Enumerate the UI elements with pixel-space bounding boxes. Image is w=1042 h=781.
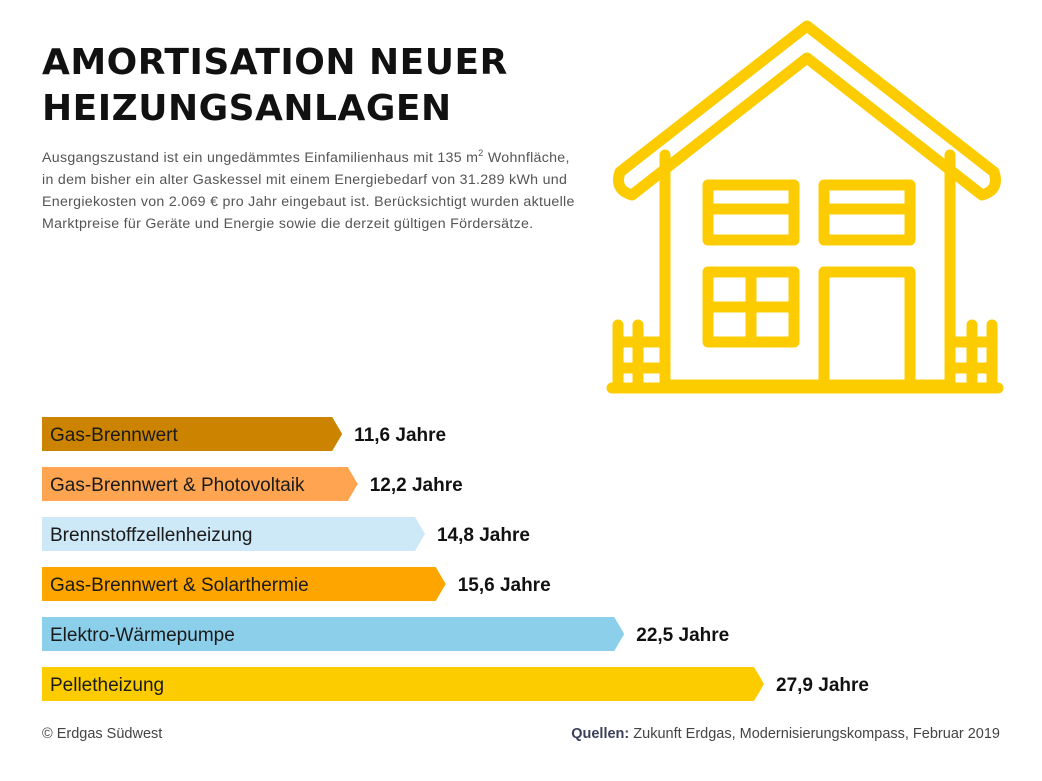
superscript-2: 2 [478,148,484,158]
sources-label: Quellen: [571,726,630,742]
title-line-1: AMORTISATION NEUER [42,42,508,83]
bar-value-3: 14,8 Jahre [437,525,530,546]
bar-label-2: Gas-Brennwert & Photovoltaik [50,475,305,496]
door [818,266,916,391]
bar-label-4: Gas-Brennwert & Solarthermie [50,575,309,596]
bar-value-1: 11,6 Jahre [354,425,446,446]
bar-4 [42,567,446,601]
description-line-4: Marktpreise für Geräte und Energie sowie… [42,216,534,232]
bar-3 [42,517,425,551]
sources-note: Quellen: Zukunft Erdgas, Modernisierungs… [571,726,1000,742]
bar-value-5: 22,5 Jahre [636,625,729,646]
description-line-3: Energiekosten von 2.069 € pro Jahr einge… [42,194,575,210]
bar-label-1: Gas-Brennwert [50,425,178,446]
house-icon [606,20,1004,394]
bar-5 [42,617,625,651]
sources-text: Zukunft Erdgas, Modernisierungskompass, … [629,726,1000,742]
bar-value-4: 15,6 Jahre [458,575,551,596]
bar-2 [42,467,358,501]
fence-left [612,319,671,394]
bar-6 [42,667,764,701]
bar-label-6: Pelletheizung [50,675,164,696]
page-title: AMORTISATION NEUER HEIZUNGSANLAGEN [42,40,508,132]
bar-value-2: 12,2 Jahre [370,475,463,496]
description: Ausgangszustand ist ein ungedämmtes Einf… [42,147,612,235]
payback-bar-chart: Gas-Brennwert 11,6 Jahre Gas-Brennwert & P… [42,417,869,701]
roof-outer [613,20,1001,201]
bar-value-6: 27,9 Jahre [776,675,869,696]
bar-label-5: Elektro-Wärmepumpe [50,625,235,646]
title-line-2: HEIZUNGSANLAGEN [42,88,452,129]
description-line-2: in dem bisher ein alter Gaskessel mit ei… [42,172,568,188]
fence-right [944,319,998,394]
bar-1 [42,417,343,451]
copyright-note: © Erdgas Südwest [42,726,163,742]
bar-label-3: Brennstoffzellenheizung [50,525,252,546]
description-line-1: Ausgangszustand ist ein ungedämmtes Einf… [42,148,570,167]
